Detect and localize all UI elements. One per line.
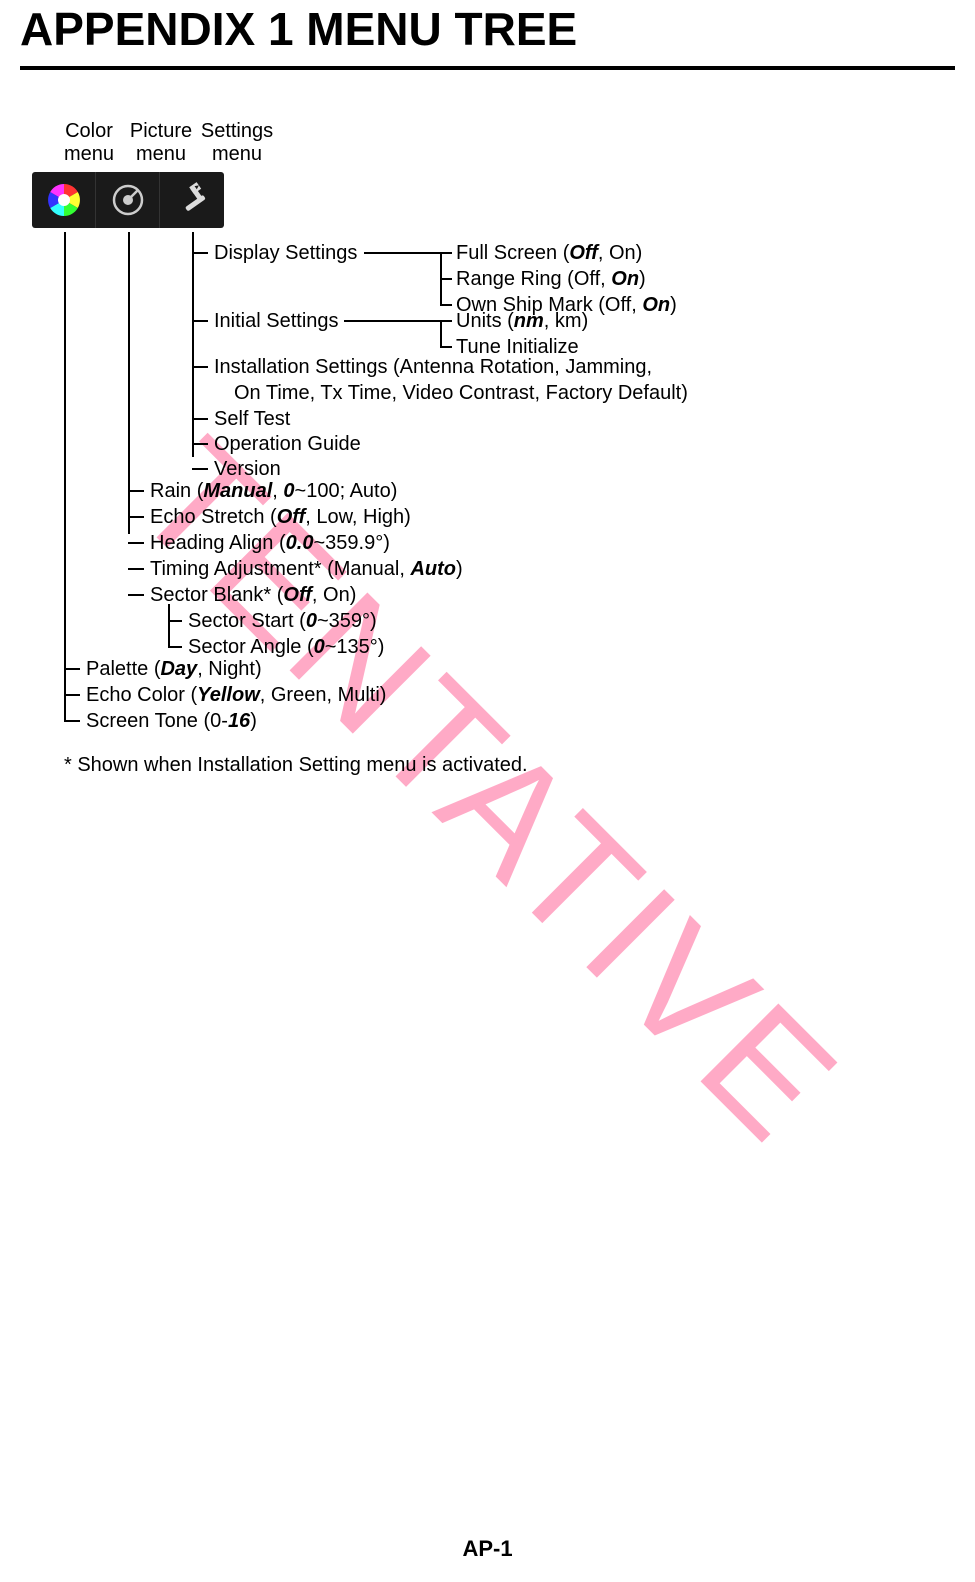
tree-line	[168, 646, 182, 648]
tree-line	[192, 468, 208, 470]
tree-line	[192, 232, 194, 457]
display-fullscreen: Full Screen (Off, On)	[456, 240, 642, 267]
tree-line	[128, 232, 130, 534]
tree-line	[128, 516, 144, 518]
settings-display: Display Settings	[214, 240, 357, 267]
tree-line	[192, 443, 208, 445]
display-rangering: Range Ring (Off, On)	[456, 266, 646, 293]
settings-installation-l1: Installation Settings (Antenna Rotation,…	[214, 354, 652, 381]
label-color-l1: Color	[65, 120, 113, 142]
tree-line	[128, 542, 144, 544]
picture-sectorblank: Sector Blank* (Off, On)	[150, 582, 356, 609]
tree-line	[440, 304, 452, 306]
title-underline	[20, 66, 955, 70]
settings-installation-l2: On Time, Tx Time, Video Contrast, Factor…	[234, 380, 688, 407]
label-settings: Settings menu	[198, 120, 276, 166]
tree-line	[128, 594, 144, 596]
label-picture: Picture menu	[124, 120, 198, 166]
tree-line	[440, 252, 452, 254]
tree-line	[192, 418, 208, 420]
color-menu-icon[interactable]	[32, 172, 96, 228]
picture-rain: Rain (Manual, 0~100; Auto)	[150, 478, 397, 505]
label-settings-l2: menu	[212, 143, 262, 165]
picture-timing: Timing Adjustment* (Manual, Auto)	[150, 556, 463, 583]
settings-initial: Initial Settings	[214, 308, 339, 335]
tree-line	[128, 490, 144, 492]
menu-tree: Display Settings Full Screen (Off, On) R…	[20, 232, 955, 792]
tree-line	[64, 720, 80, 722]
page-title: APPENDIX 1 MENU TREE	[20, 0, 955, 56]
picture-echostretch: Echo Stretch (Off, Low, High)	[150, 504, 411, 531]
tree-line	[440, 320, 442, 346]
tree-line	[440, 278, 452, 280]
tree-line	[168, 604, 170, 646]
label-color: Color menu	[54, 120, 124, 166]
label-settings-l1: Settings	[201, 120, 273, 142]
picture-heading: Heading Align (0.0~359.9°)	[150, 530, 390, 557]
tree-line	[192, 252, 208, 254]
tree-line	[344, 320, 440, 322]
tree-line	[64, 668, 80, 670]
initial-units: Units (nm, km)	[456, 308, 588, 335]
color-palette: Palette (Day, Night)	[86, 656, 262, 683]
settings-menu-icon[interactable]	[160, 172, 224, 228]
label-picture-l1: Picture	[130, 120, 192, 142]
footnote: * Shown when Installation Setting menu i…	[64, 752, 528, 779]
label-color-l2: menu	[64, 143, 114, 165]
settings-selftest: Self Test	[214, 406, 290, 433]
tree-line	[440, 320, 452, 322]
tree-line	[192, 366, 208, 368]
tree-line	[64, 694, 80, 696]
color-screentone: Screen Tone (0-16)	[86, 708, 257, 735]
menu-labels-row: Color menu Picture menu Settings menu	[54, 120, 955, 166]
tree-line	[440, 346, 452, 348]
tree-line	[168, 620, 182, 622]
picture-sectorstart: Sector Start (0~359°)	[188, 608, 377, 635]
settings-opguide: Operation Guide	[214, 431, 361, 458]
tree-line	[364, 252, 440, 254]
tree-line	[128, 568, 144, 570]
color-echocolor: Echo Color (Yellow, Green, Multi)	[86, 682, 386, 709]
page-number: AP-1	[0, 1536, 975, 1562]
tree-line	[64, 644, 66, 720]
tree-line	[64, 232, 66, 644]
icon-bar	[32, 172, 224, 228]
label-picture-l2: menu	[136, 143, 186, 165]
tree-line	[192, 320, 208, 322]
picture-menu-icon[interactable]	[96, 172, 160, 228]
